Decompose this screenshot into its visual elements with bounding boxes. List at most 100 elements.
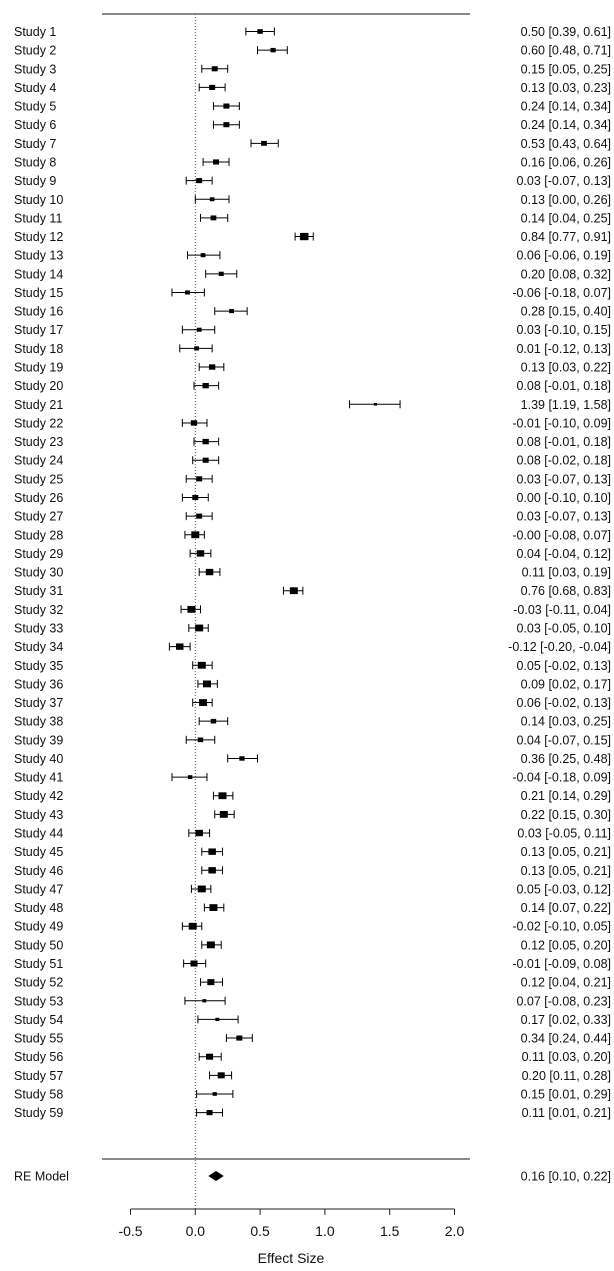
- point-estimate-marker: [208, 867, 216, 874]
- summary-row: RE Model 0.16 [0.10, 0.22]: [14, 1170, 611, 1184]
- ci-text: 0.15 [0.01, 0.29]: [521, 1087, 611, 1101]
- x-axis: -0.5 0.0 0.5 1.0 1.5 2.0 Effect Size: [118, 1208, 465, 1266]
- point-estimate-marker: [289, 587, 298, 595]
- point-estimate-marker: [187, 775, 193, 779]
- point-estimate-marker: [205, 568, 214, 576]
- ci-text: 0.13 [0.05, 0.21]: [521, 864, 611, 878]
- study-label: Study 43: [14, 808, 63, 822]
- ci-text: 0.22 [0.15, 0.30]: [521, 808, 611, 822]
- point-estimate-marker: [210, 215, 217, 221]
- study-label: Study 26: [14, 491, 63, 505]
- study-label: Study 47: [14, 882, 63, 896]
- point-estimate-marker: [197, 885, 206, 893]
- study-label: Study 4: [14, 81, 56, 95]
- study-label: Study 7: [14, 137, 56, 151]
- study-row: Study 33 0.03 [-0.05, 0.10]: [14, 621, 611, 635]
- study-label: Study 5: [14, 100, 56, 114]
- point-estimate-marker: [206, 1110, 213, 1116]
- ci-text: 0.04 [-0.07, 0.15]: [516, 733, 611, 747]
- point-estimate-marker: [197, 737, 204, 743]
- study-row: Study 45 0.13 [0.05, 0.21]: [14, 845, 611, 859]
- point-estimate-marker: [200, 253, 206, 258]
- ci-text: -0.03 [-0.11, 0.04]: [513, 603, 611, 617]
- point-estimate-marker: [218, 271, 224, 276]
- study-row: Study 56 0.11 [0.03, 0.20]: [14, 1050, 611, 1064]
- ci-text: 0.36 [0.25, 0.48]: [521, 752, 611, 766]
- study-row: Study 29 0.04 [-0.04, 0.12]: [14, 547, 611, 561]
- point-estimate-marker: [211, 66, 218, 72]
- ci-text: 0.17 [0.02, 0.33]: [521, 1013, 611, 1027]
- ci-text: 0.24 [0.14, 0.34]: [521, 100, 611, 114]
- study-row: Study 26 0.00 [-0.10, 0.10]: [14, 491, 611, 505]
- study-row: Study 38 0.14 [0.03, 0.25]: [14, 715, 611, 729]
- ci-text: 0.34 [0.24, 0.44]: [521, 1032, 611, 1046]
- point-estimate-marker: [223, 103, 230, 109]
- study-label: Study 10: [14, 193, 63, 207]
- ci-text: 0.05 [-0.03, 0.12]: [516, 882, 611, 896]
- x-tick-label: 2.0: [445, 1223, 465, 1239]
- ci-text: 0.08 [-0.01, 0.18]: [516, 435, 611, 449]
- ci-text: 0.13 [0.03, 0.23]: [521, 81, 611, 95]
- study-row: Study 13 0.06 [-0.06, 0.19]: [14, 249, 611, 263]
- study-label: Study 1: [14, 25, 56, 39]
- study-label: Study 20: [14, 379, 63, 393]
- ci-text: -0.00 [-0.08, 0.07]: [512, 528, 611, 542]
- point-estimate-marker: [202, 999, 207, 1003]
- ci-text: 0.60 [0.48, 0.71]: [521, 44, 611, 58]
- study-row: Study 2 0.60 [0.48, 0.71]: [14, 44, 611, 58]
- study-label: Study 2: [14, 44, 56, 58]
- point-estimate-marker: [215, 1017, 220, 1022]
- study-row: Study 17 0.03 [-0.10, 0.15]: [14, 323, 611, 337]
- study-label: Study 16: [14, 305, 63, 319]
- study-row: Study 10 0.13 [0.00, 0.26]: [14, 193, 611, 207]
- study-row: Study 42 0.21 [0.14, 0.29]: [14, 789, 611, 803]
- study-label: Study 33: [14, 621, 63, 635]
- ci-text: 0.12 [0.04, 0.21]: [521, 976, 611, 990]
- point-estimate-marker: [219, 810, 228, 818]
- point-estimate-marker: [208, 364, 216, 370]
- point-estimate-marker: [191, 531, 200, 539]
- study-label: Study 48: [14, 901, 63, 915]
- point-estimate-marker: [202, 438, 209, 445]
- point-estimate-marker: [190, 960, 198, 967]
- study-label: Study 12: [14, 230, 63, 244]
- ci-text: 0.05 [-0.02, 0.13]: [516, 659, 611, 673]
- study-label: Study 11: [14, 211, 62, 225]
- ci-text: 0.07 [-0.08, 0.23]: [516, 994, 611, 1008]
- study-label: Study 44: [14, 827, 63, 841]
- ci-text: 0.24 [0.14, 0.34]: [521, 118, 611, 132]
- study-label: Study 52: [14, 976, 63, 990]
- point-estimate-marker: [213, 159, 220, 165]
- point-estimate-marker: [206, 1053, 214, 1060]
- study-row: Study 16 0.28 [0.15, 0.40]: [14, 305, 611, 319]
- point-estimate-marker: [239, 756, 245, 761]
- study-row: Study 46 0.13 [0.05, 0.21]: [14, 864, 611, 878]
- study-label: Study 57: [14, 1069, 63, 1083]
- study-row: Study 34 -0.12 [-0.20, -0.04]: [14, 640, 611, 654]
- point-estimate-marker: [261, 140, 267, 146]
- point-estimate-marker: [196, 513, 203, 519]
- study-row: Study 23 0.08 [-0.01, 0.18]: [14, 435, 611, 449]
- study-label: Study 19: [14, 361, 63, 375]
- study-label: Study 42: [14, 789, 63, 803]
- study-row: Study 30 0.11 [0.03, 0.19]: [14, 566, 611, 580]
- point-estimate-marker: [188, 922, 197, 930]
- ci-text: 0.20 [0.08, 0.32]: [521, 267, 611, 281]
- study-label: Study 15: [14, 286, 63, 300]
- ci-text: -0.02 [-0.10, 0.05]: [512, 920, 611, 934]
- study-row: Study 4 0.13 [0.03, 0.23]: [14, 81, 611, 95]
- study-row: Study 1 0.50 [0.39, 0.61]: [14, 25, 611, 39]
- study-label: Study 6: [14, 118, 56, 132]
- point-estimate-marker: [229, 309, 234, 314]
- study-label: Study 50: [14, 938, 63, 952]
- ci-text: 0.03 [-0.07, 0.13]: [516, 472, 611, 486]
- study-row: Study 58 0.15 [0.01, 0.29]: [14, 1087, 611, 1101]
- point-estimate-marker: [192, 494, 199, 501]
- point-estimate-marker: [202, 680, 211, 688]
- point-estimate-marker: [212, 1092, 217, 1096]
- study-label: Study 55: [14, 1032, 63, 1046]
- study-label: Study 30: [14, 566, 63, 580]
- ci-text: 0.08 [-0.01, 0.18]: [516, 379, 611, 393]
- point-estimate-marker: [190, 420, 198, 426]
